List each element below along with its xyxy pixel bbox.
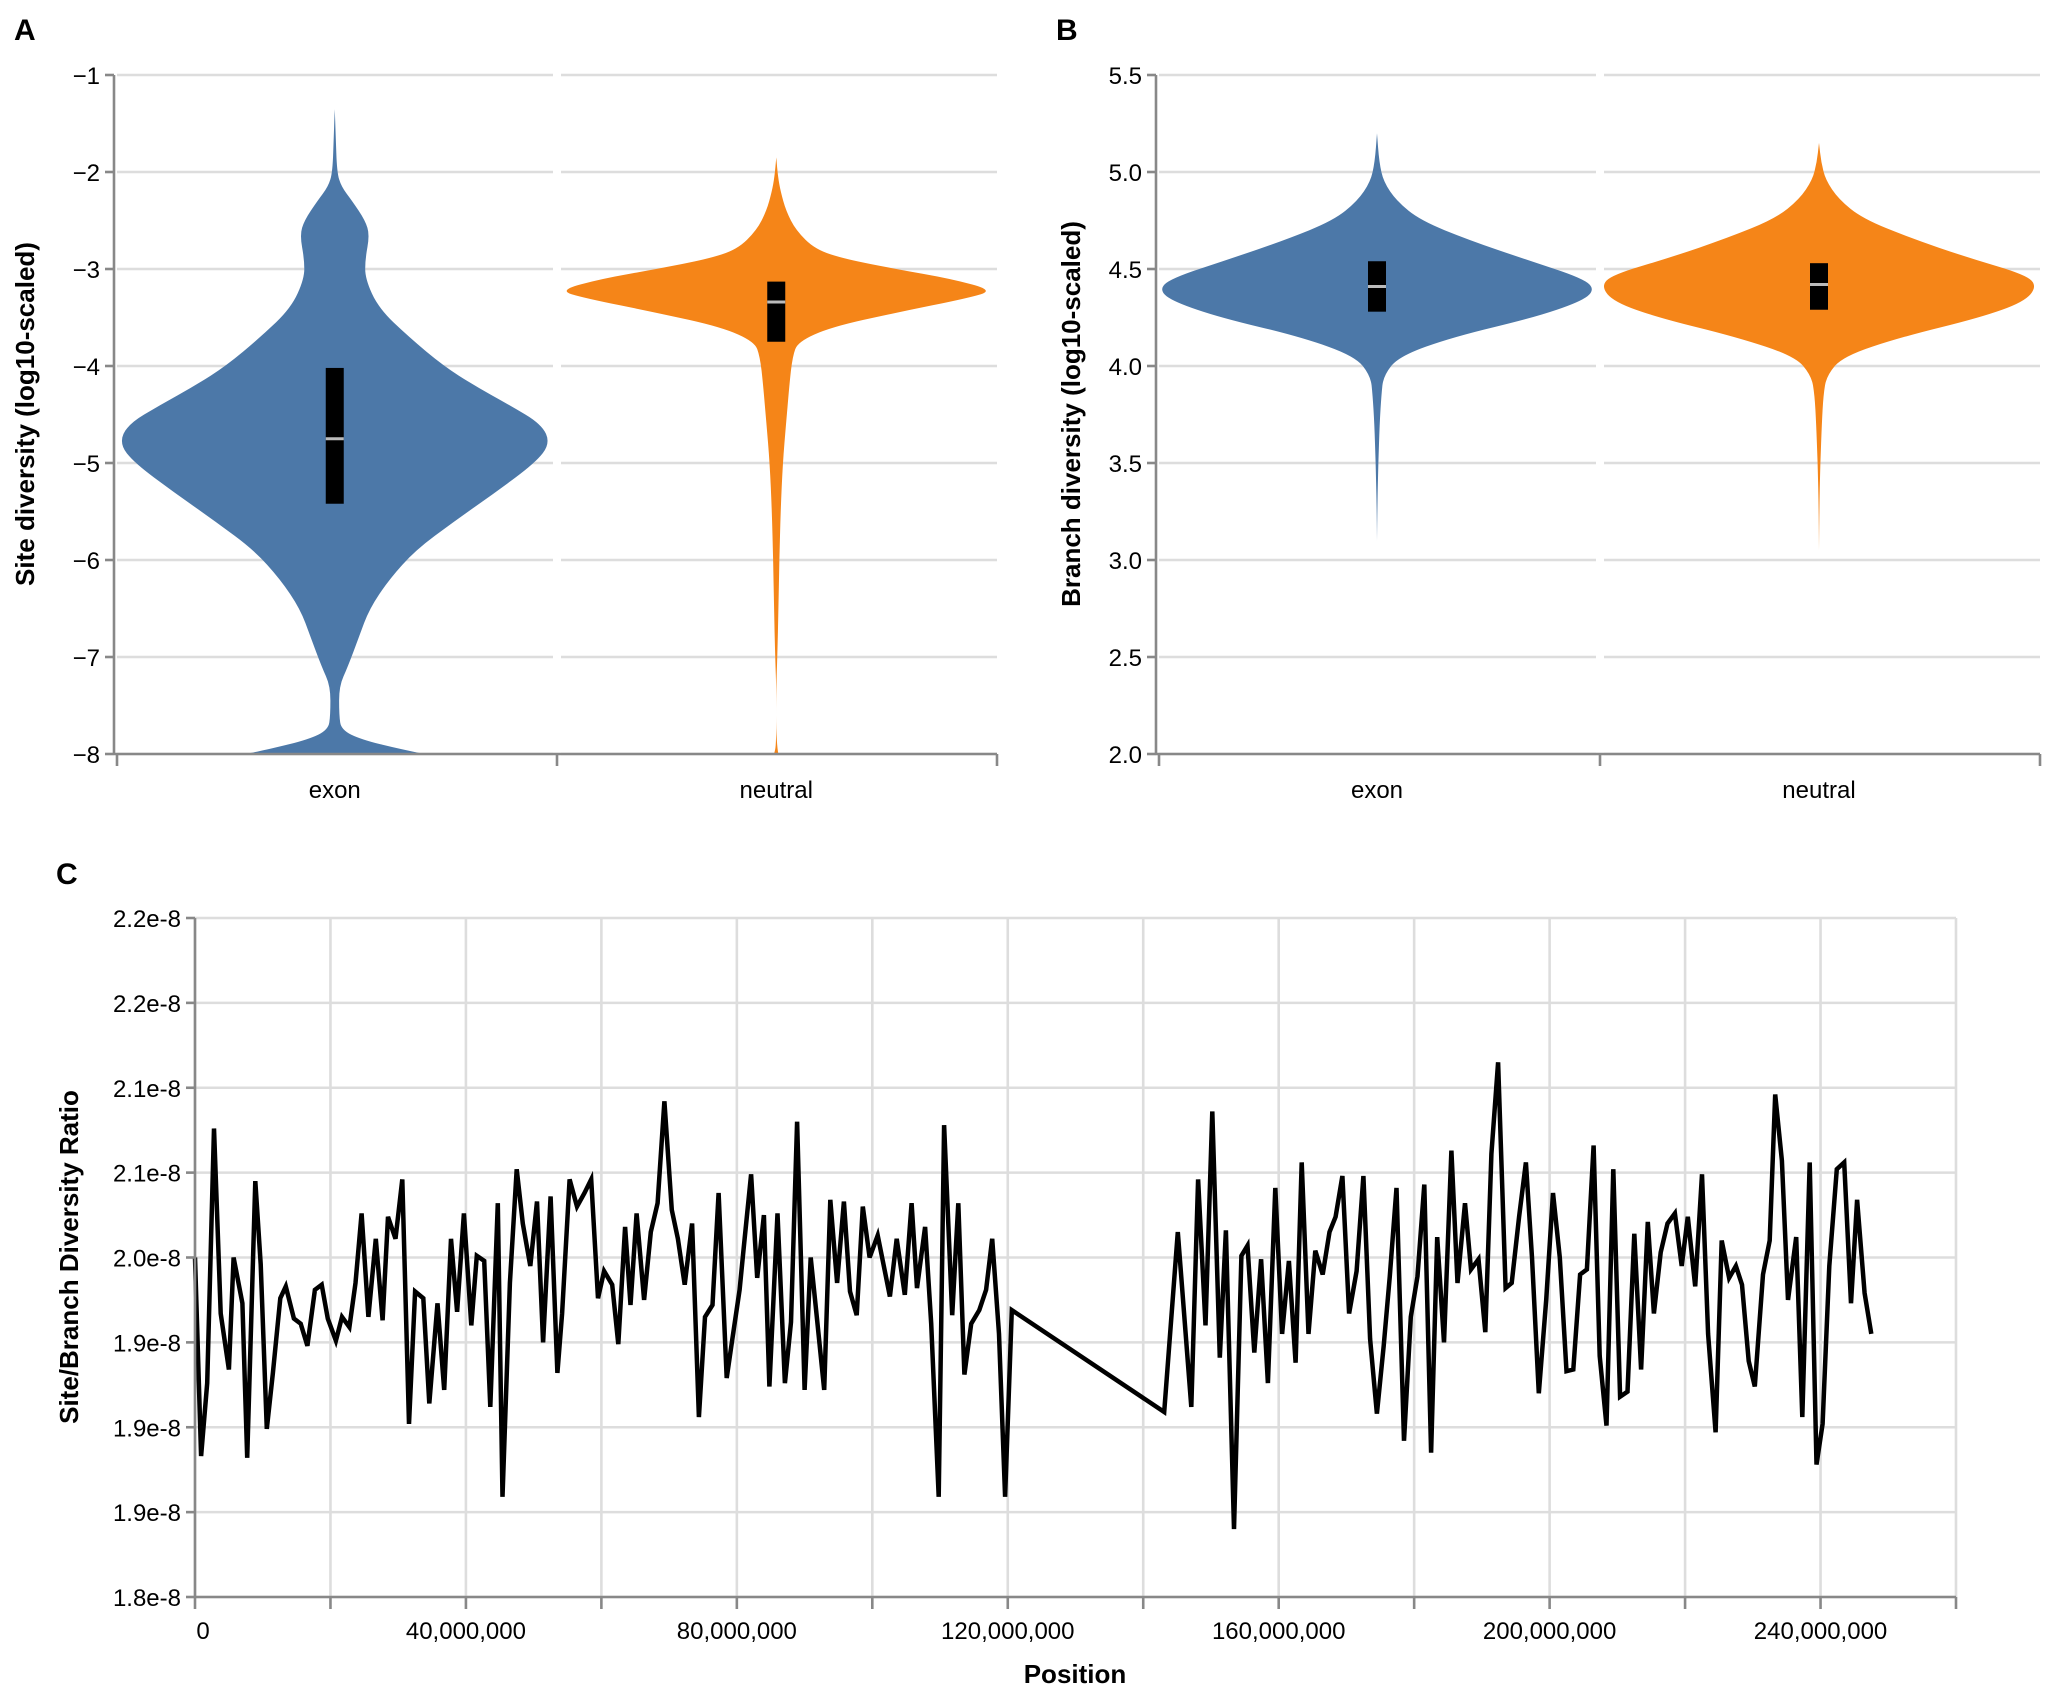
y-tick-label: 2.2e-8 — [113, 906, 181, 933]
panel-letter-a: A — [14, 14, 36, 47]
x-tick-label: 40,000,000 — [406, 1618, 526, 1645]
y-tick-label: −3 — [73, 257, 100, 284]
y-tick-label: 3.5 — [1109, 451, 1142, 478]
y-tick-label: 5.5 — [1109, 63, 1142, 90]
panel-c-y-axis-title: Site/Branch Diversity Ratio — [54, 1090, 84, 1424]
panel-letter-b: B — [1056, 14, 1078, 47]
x-tick-label-neutral: neutral — [740, 777, 813, 804]
ratio-line — [192, 1062, 1874, 1530]
y-tick-label: 2.2e-8 — [113, 991, 181, 1018]
y-tick-label: 1.9e-8 — [113, 1500, 181, 1527]
x-tick-label-neutral: neutral — [1782, 777, 1855, 804]
y-tick-label: −7 — [73, 645, 100, 672]
panel-letter-c: C — [56, 858, 78, 891]
y-tick-label: −4 — [73, 354, 100, 381]
iqr-box-exon — [325, 367, 344, 504]
violin-neutral — [566, 157, 986, 754]
iqr-box-neutral — [767, 281, 786, 342]
y-tick-label: −1 — [73, 63, 100, 90]
violin-exon — [1162, 133, 1592, 541]
x-tick-label: 80,000,000 — [677, 1618, 797, 1645]
y-tick-label: −5 — [73, 451, 100, 478]
iqr-box-neutral — [1810, 263, 1828, 310]
y-tick-label: 1.9e-8 — [113, 1415, 181, 1442]
x-tick-label-exon: exon — [1351, 777, 1403, 804]
y-tick-label: 4.0 — [1109, 354, 1142, 381]
panel-c-line-chart: 0 40,000,000 80,000,000 120,000,000 160,000,… — [113, 906, 1958, 1645]
y-tick-label: 2.5 — [1109, 645, 1142, 672]
panel-a-violin-chart: exon neutral −1 −2 −3 −4 −5 −6 −7 −8 — [73, 63, 999, 804]
y-tick-label: 5.0 — [1109, 160, 1142, 187]
x-tick-label: 240,000,000 — [1754, 1618, 1887, 1645]
violin-neutral — [1603, 142, 2035, 551]
y-tick-label: 1.9e-8 — [113, 1330, 181, 1357]
x-tick-label: 0 — [196, 1618, 209, 1645]
x-tick-label-exon: exon — [309, 777, 361, 804]
panel-c-x-axis-title: Position — [1024, 1659, 1127, 1689]
y-tick-label: 1.8e-8 — [113, 1585, 181, 1612]
y-tick-label: 3.0 — [1109, 548, 1142, 575]
y-tick-label: −2 — [73, 160, 100, 187]
y-tick-label: 4.5 — [1109, 257, 1142, 284]
x-tick-label: 200,000,000 — [1483, 1618, 1616, 1645]
y-tick-label: −6 — [73, 548, 100, 575]
panel-b-violin-chart: exon neutral 5.5 5.0 4.5 4.0 3.5 3.0 2.5 2.0 — [1109, 63, 2042, 804]
y-tick-label: 2.0e-8 — [113, 1246, 181, 1273]
panel-a-y-axis-title: Site diversity (log10-scaled) — [10, 242, 40, 586]
y-tick-label: 2.0 — [1109, 742, 1142, 769]
y-tick-label: −8 — [73, 742, 100, 769]
x-tick-label: 160,000,000 — [1212, 1618, 1345, 1645]
x-tick-label: 120,000,000 — [941, 1618, 1074, 1645]
y-tick-label: 2.1e-8 — [113, 1076, 181, 1103]
panel-b-y-axis-title: Branch diversity (log10-scaled) — [1056, 221, 1086, 607]
y-tick-label: 2.1e-8 — [113, 1161, 181, 1188]
